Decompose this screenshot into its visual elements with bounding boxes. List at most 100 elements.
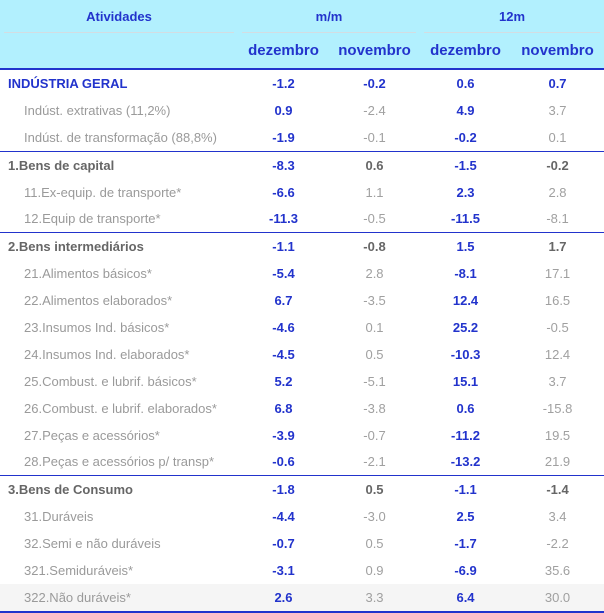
row-value: -8.3 [272,157,295,173]
row-value: 3.4 [548,509,567,525]
row-label: 2.Bens intermediários [8,239,144,255]
row-value: 2.3 [456,184,475,200]
table-row: 3.Bens de Consumo -1.8 0.5 -1.1 -1.4 [0,475,604,503]
row-value: -5.1 [363,373,386,389]
row-value: 2.6 [274,589,293,605]
row-value: 30.0 [544,589,571,605]
table-row: 21.Alimentos básicos* -5.4 2.8 -8.1 17.1 [0,260,604,287]
row-value: -3.1 [272,562,295,578]
row-value: 0.6 [365,157,384,173]
header-12m: 12m [420,0,604,33]
row-value: 1.1 [365,184,384,200]
row-value: -0.1 [363,129,386,145]
row-value: -1.8 [272,482,295,498]
row-value: -1.9 [272,129,295,145]
row-label: 1.Bens de capital [8,157,115,173]
table-row: Indúst. de transformação (88,8%) -1.9 -0.1… [0,124,604,151]
table-row: 24.Insumos Ind. elaborados* -4.5 0.5 -10.3 1… [0,341,604,368]
row-label: 21.Alimentos básicos* [24,266,152,282]
row-value: -8.1 [454,266,477,282]
row-value: 2.8 [548,184,567,200]
row-label: 3.Bens de Consumo [8,482,133,498]
row-value: -1.7 [454,536,477,552]
row-value: -0.6 [272,454,295,470]
row-value: -0.2 [546,157,569,173]
row-value: 1.5 [456,239,475,255]
row-value: -0.5 [546,319,569,335]
table-row: 1.Bens de capital -8.3 0.6 -1.5 -0.2 [0,151,604,178]
row-value: 0.7 [548,75,567,91]
row-value: -4.4 [272,509,295,525]
table-row: 31.Duráveis -4.4 -3.0 2.5 3.4 [0,503,604,530]
table-row: 322.Não duráveis* 2.6 3.3 6.4 30.0 [0,583,604,612]
row-value: 35.6 [544,562,571,578]
table-row: 28.Peças e acessórios p/ transp* -0.6 -2.1… [0,448,604,475]
table-row: 25.Combust. e lubrif. básicos* 5.2 -5.1 15.… [0,368,604,395]
row-value: 0.6 [456,75,475,91]
row-label: Indúst. extrativas (11,2%) [24,102,171,118]
row-value: 0.9 [365,562,384,578]
row-label: 32.Semi e não duráveis [24,536,161,552]
row-value: -0.5 [363,211,386,227]
row-value: -10.3 [450,346,481,362]
row-value: -6.9 [454,562,477,578]
row-value: -2.1 [363,454,386,470]
row-label: 11.Ex-equip. de transporte* [24,184,182,200]
row-value: 15.1 [452,373,479,389]
table-row: 12.Equip de transporte* -11.3 -0.5 -11.5 -8.… [0,205,604,232]
row-value: 3.7 [548,373,567,389]
table-row: 23.Insumos Ind. básicos* -4.6 0.1 25.2 -0.5 [0,314,604,341]
row-value: -1.1 [272,239,295,255]
row-value: -3.5 [363,293,386,309]
row-value: -1.4 [546,482,569,498]
row-label: 23.Insumos Ind. básicos* [24,319,170,335]
row-value: -15.8 [542,400,573,416]
row-label: 26.Combust. e lubrif. elaborados* [24,400,217,416]
row-value: 1.7 [548,239,567,255]
row-label: 12.Equip de transporte* [24,211,161,227]
row-value: -0.2 [454,129,477,145]
row-label: 25.Combust. e lubrif. básicos* [24,373,197,389]
row-label: 28.Peças e acessórios p/ transp* [24,454,215,470]
row-label: 24.Insumos Ind. elaborados* [24,346,190,362]
row-label: 31.Duráveis [24,509,94,525]
row-value: -4.5 [272,346,295,362]
header-12m-nov: novembro [511,33,604,70]
row-value: -0.7 [363,427,386,443]
row-value: 21.9 [544,454,571,470]
row-value: 5.2 [274,373,293,389]
row-value: 0.1 [548,129,567,145]
row-value: -13.2 [450,454,481,470]
row-value: -1.2 [272,75,295,91]
row-label: 321.Semiduráveis* [24,562,134,578]
header-12m-dec: dezembro [420,33,512,70]
table-row: 22.Alimentos elaborados* 6.7 -3.5 12.4 16.5 [0,287,604,314]
header-mm-dec: dezembro [238,33,329,70]
row-value: 0.9 [274,102,293,118]
row-value: -1.1 [454,482,477,498]
row-value: -0.2 [363,75,386,91]
row-value: 6.7 [274,293,293,309]
row-value: 3.7 [548,102,567,118]
table-row: Indúst. extrativas (11,2%) 0.9 -2.4 4.9 3.7 [0,97,604,124]
header-activities: Atividades [0,0,238,33]
row-value: -8.1 [546,211,569,227]
table-row: 26.Combust. e lubrif. elaborados* 6.8 -3.8… [0,395,604,422]
header-mm-nov: novembro [329,33,421,70]
row-value: -2.2 [546,536,569,552]
row-label: INDÚSTRIA GERAL [8,75,128,91]
row-value: 16.5 [544,293,571,309]
row-value: 25.2 [452,319,479,335]
row-value: 12.4 [452,293,479,309]
row-value: -6.6 [272,184,295,200]
row-value: -5.4 [272,266,295,282]
table-row: INDÚSTRIA GERAL -1.2 -0.2 0.6 0.7 [0,69,604,97]
row-value: -0.8 [363,239,386,255]
row-value: -3.0 [363,509,386,525]
row-value: 6.8 [274,400,293,416]
row-value: 0.6 [456,400,475,416]
row-label: 27.Peças e acessórios* [24,427,160,443]
row-value: 6.4 [456,589,475,605]
row-value: -3.8 [363,400,386,416]
